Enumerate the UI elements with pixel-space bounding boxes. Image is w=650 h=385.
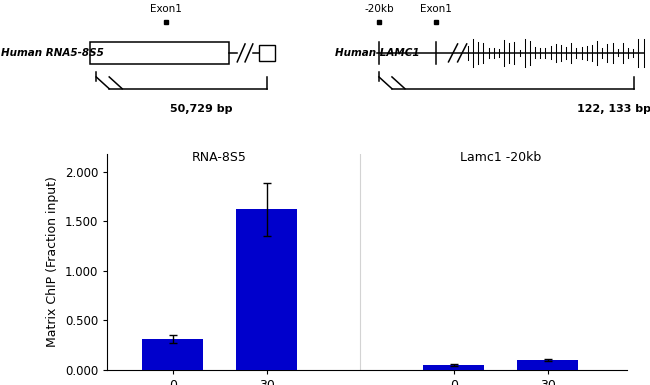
- Text: Exon1: Exon1: [150, 4, 182, 14]
- Bar: [259, 45, 275, 61]
- Bar: [90, 42, 229, 64]
- Text: -20kb: -20kb: [364, 4, 394, 14]
- Text: Human LAMC1: Human LAMC1: [335, 48, 419, 58]
- Bar: [142, 339, 203, 370]
- Text: RNA-8S5: RNA-8S5: [192, 151, 247, 164]
- Text: Lamc1 -20kb: Lamc1 -20kb: [460, 151, 541, 164]
- Text: Exon1: Exon1: [419, 4, 452, 14]
- Bar: [423, 365, 484, 370]
- Text: Human RNA5-8S5: Human RNA5-8S5: [1, 48, 104, 58]
- Text: 122, 133 bp: 122, 133 bp: [577, 104, 650, 114]
- Y-axis label: Matrix ChIP (Fraction input): Matrix ChIP (Fraction input): [46, 176, 59, 347]
- Bar: [517, 360, 578, 370]
- Bar: [236, 209, 297, 370]
- Text: 50,729 bp: 50,729 bp: [170, 104, 232, 114]
